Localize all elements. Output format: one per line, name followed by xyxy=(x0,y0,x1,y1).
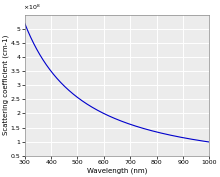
Text: $\times 10^8$: $\times 10^8$ xyxy=(23,3,40,12)
Y-axis label: Scattering coefficient (cm-1): Scattering coefficient (cm-1) xyxy=(3,35,9,135)
X-axis label: Wavelength (nm): Wavelength (nm) xyxy=(87,168,147,174)
